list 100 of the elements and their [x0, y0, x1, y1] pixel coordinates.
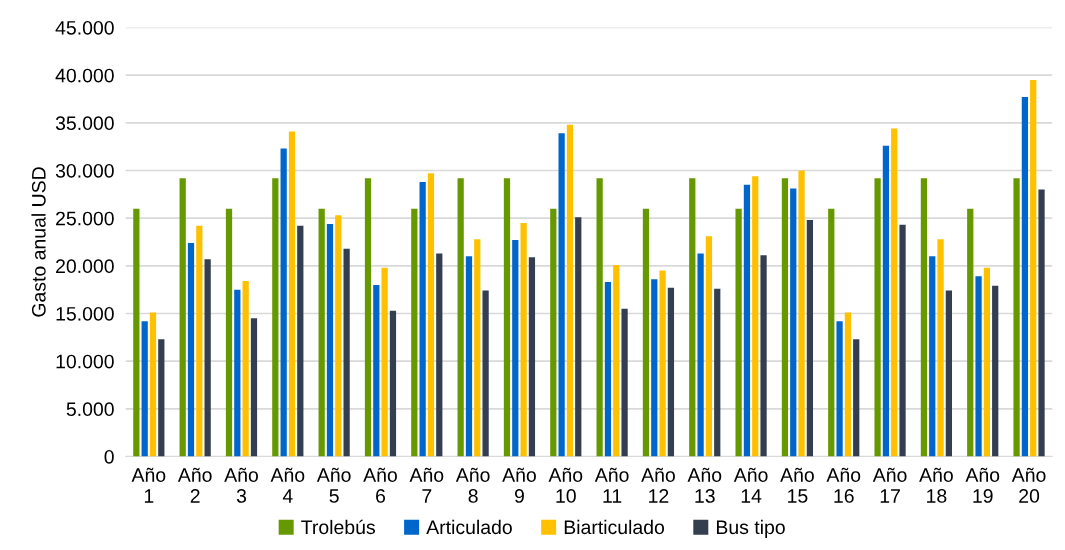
bar	[604, 282, 612, 457]
x-tick-label: Año 2	[177, 467, 212, 503]
bar	[743, 184, 751, 457]
bar	[389, 310, 397, 457]
x-tick-label: Año 12	[641, 467, 675, 503]
bar	[642, 208, 650, 457]
bar	[689, 178, 696, 457]
bar	[659, 270, 666, 457]
bar	[596, 178, 603, 457]
y-tick-label: 0	[104, 449, 114, 464]
x-tick-label: Año 17	[872, 467, 907, 503]
bar	[528, 257, 536, 457]
bar	[705, 236, 713, 457]
x-tick-label: Año 9	[502, 467, 536, 503]
bar	[613, 264, 620, 457]
y-tick-label: 5.000	[66, 402, 114, 417]
bar	[806, 220, 814, 457]
bar	[937, 239, 944, 457]
bar	[781, 178, 789, 457]
y-tick-label: 45.000	[55, 20, 114, 35]
legend-label: Bus tipo	[716, 519, 785, 538]
y-axis-title: Gasto anual USD	[31, 167, 46, 317]
bar	[436, 253, 443, 457]
x-tick-label: Año 15	[780, 467, 814, 503]
bar	[280, 148, 287, 457]
bar	[790, 188, 797, 457]
bar	[874, 178, 881, 457]
bar	[503, 178, 511, 457]
x-tick-label: Año 18	[919, 467, 953, 503]
bar	[945, 290, 953, 457]
x-tick-label: Año 10	[548, 467, 583, 503]
bar	[187, 242, 195, 457]
bar	[373, 284, 380, 457]
bar	[272, 178, 279, 457]
bar	[967, 208, 974, 457]
x-tick-label: Año 16	[826, 467, 861, 503]
y-tick-label: 30.000	[55, 163, 114, 178]
x-tick-label: Año 3	[224, 467, 258, 503]
bar	[343, 248, 350, 457]
bar	[457, 178, 464, 457]
bar	[234, 289, 241, 457]
legend-label: Articulado	[426, 519, 512, 535]
bar	[929, 256, 936, 457]
x-tick-label: Año 11	[594, 467, 629, 503]
bar	[882, 145, 890, 457]
x-tick-label: Año 1	[131, 467, 166, 503]
x-tick-label: Año 13	[687, 467, 722, 503]
bar	[828, 208, 835, 457]
bar	[318, 208, 325, 457]
x-tick-label: Año 14	[733, 467, 768, 503]
bar	[752, 176, 759, 457]
bar	[798, 170, 805, 457]
bar	[621, 308, 628, 457]
bar	[297, 225, 304, 457]
bar	[474, 239, 481, 457]
bar	[920, 178, 928, 457]
bar	[992, 285, 999, 457]
x-tick-label: Año 5	[316, 467, 351, 503]
bar	[179, 178, 186, 457]
y-tick-label: 15.000	[56, 306, 114, 321]
y-tick-label: 25.000	[56, 211, 114, 226]
bar	[836, 321, 843, 457]
bar	[158, 339, 165, 457]
bar	[204, 259, 211, 457]
bar	[225, 208, 233, 457]
bar	[419, 181, 426, 457]
bar	[899, 224, 906, 457]
x-tick-label: Año 6	[363, 467, 397, 503]
bar	[566, 124, 574, 457]
legend-label: Biarticulado	[564, 519, 665, 535]
bar	[760, 255, 767, 457]
bar	[326, 223, 334, 457]
bar	[575, 217, 582, 457]
bar	[482, 290, 489, 457]
bar	[550, 208, 557, 457]
bar	[697, 253, 704, 457]
bar	[411, 208, 418, 457]
bar	[250, 318, 258, 457]
bar	[1030, 79, 1037, 457]
bar	[242, 281, 249, 457]
bar	[853, 339, 860, 457]
bar	[381, 267, 388, 457]
bar	[335, 215, 342, 457]
bar	[520, 222, 527, 457]
x-tick-label: Año 4	[270, 467, 305, 503]
bar	[196, 225, 203, 457]
y-tick-label: 10.000	[56, 354, 114, 369]
bar	[844, 312, 852, 457]
legend-label: Trolebús	[301, 519, 375, 535]
y-tick-label: 20.000	[56, 259, 114, 274]
x-tick-label: Año 7	[409, 467, 444, 503]
bar	[1038, 189, 1045, 457]
x-tick-label: Año 19	[965, 467, 1000, 503]
bar	[364, 178, 372, 457]
y-tick-label: 35.000	[55, 116, 114, 131]
bar	[427, 173, 435, 457]
x-tick-label: Año 20	[1011, 467, 1046, 503]
x-tick-label: Año 8	[455, 467, 490, 503]
y-tick-label: 40.000	[55, 68, 114, 83]
bar	[667, 287, 675, 457]
